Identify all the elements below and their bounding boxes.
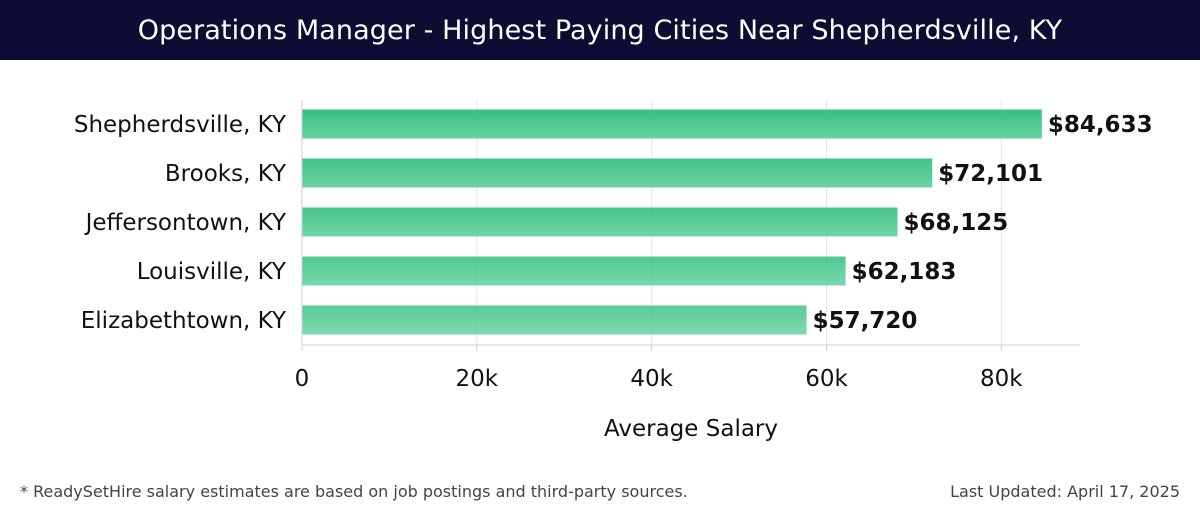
x-axis-title: Average Salary xyxy=(604,416,778,442)
value-label: $68,125 xyxy=(904,210,1009,236)
x-tick-label: 20k xyxy=(456,366,499,392)
chart-title: Operations Manager - Highest Paying Citi… xyxy=(137,14,1063,46)
value-label: $57,720 xyxy=(813,308,918,334)
value-label: $84,633 xyxy=(1048,112,1153,138)
x-tick-label: 0 xyxy=(295,366,310,392)
value-label: $62,183 xyxy=(852,259,957,285)
x-tick-label: 40k xyxy=(630,366,673,392)
value-label: $72,101 xyxy=(938,161,1043,187)
bars xyxy=(302,109,1042,335)
x-tick-label: 60k xyxy=(805,366,848,392)
category-label: Elizabethtown, KY xyxy=(81,308,287,334)
last-updated: Last Updated: April 17, 2025 xyxy=(950,482,1180,501)
category-label: Shepherdsville, KY xyxy=(74,112,287,138)
bar xyxy=(302,109,1042,139)
bar xyxy=(302,207,898,237)
x-tick-label: 80k xyxy=(980,366,1023,392)
bar-chart: 0 20k 40k 60k 80k Shepherdsville, KY $84,633 Br… xyxy=(74,100,1153,442)
bar xyxy=(302,305,807,335)
title-bar: Operations Manager - Highest Paying Citi… xyxy=(0,0,1200,60)
category-label: Jeffersontown, KY xyxy=(84,210,287,236)
category-label: Brooks, KY xyxy=(165,161,287,187)
axes xyxy=(301,100,1080,351)
bar xyxy=(302,158,933,188)
category-label: Louisville, KY xyxy=(137,259,287,285)
footer-note: * ReadySetHire salary estimates are base… xyxy=(20,482,688,501)
labels: 0 20k 40k 60k 80k Shepherdsville, KY $84,633 Br… xyxy=(74,112,1153,442)
bar xyxy=(302,256,846,286)
